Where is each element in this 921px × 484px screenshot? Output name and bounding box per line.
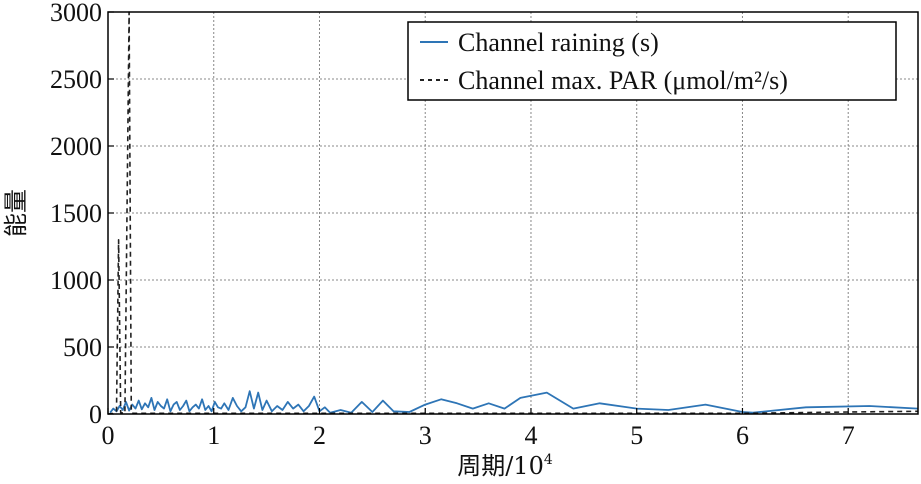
y-tick-label: 1000 (50, 266, 102, 295)
x-tick-label: 3 (419, 421, 432, 450)
x-tick-label: 0 (102, 421, 115, 450)
legend-label-par: Channel max. PAR (μmol/m²/s) (458, 66, 788, 95)
y-tick-label: 2000 (50, 132, 102, 161)
x-tick-label: 5 (630, 421, 643, 450)
x-axis-title-main: 周期/10 (457, 452, 544, 480)
x-tick-label: 4 (524, 421, 537, 450)
legend-label-raining: Channel raining (s) (458, 28, 659, 57)
y-tick-label: 2500 (50, 65, 102, 94)
y-tick-label: 3000 (50, 0, 102, 27)
tick-labels: 0 1 2 3 4 5 6 7 0 500 1000 1500 2000 2500 3000 (50, 0, 855, 450)
x-tick-label: 6 (736, 421, 749, 450)
legend: Channel raining (s) Channel max. PAR (μm… (407, 21, 897, 101)
y-tick-label: 500 (63, 333, 102, 362)
y-tick-label: 0 (89, 400, 102, 429)
x-tick-label: 7 (842, 421, 855, 450)
series-line-0 (109, 390, 919, 414)
x-axis-title: 周期/104 (457, 452, 553, 480)
y-axis-title: 能量 (2, 189, 30, 237)
legend-box (407, 21, 897, 101)
y-tick-label: 1500 (50, 199, 102, 228)
x-tick-label: 1 (207, 421, 220, 450)
x-tick-label: 2 (313, 421, 326, 450)
x-axis-title-exponent: 4 (544, 452, 553, 468)
